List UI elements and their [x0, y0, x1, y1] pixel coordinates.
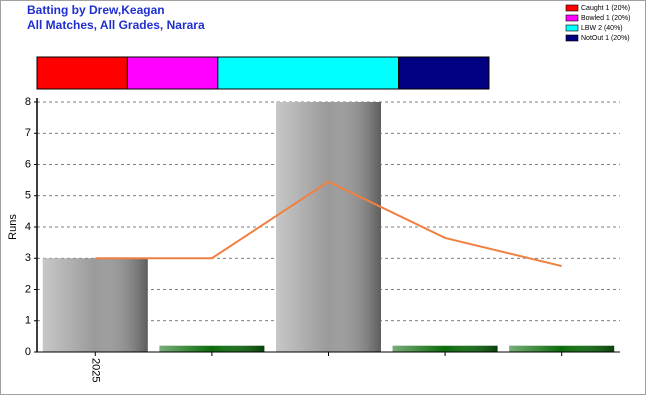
y-tick-label: 4	[25, 221, 31, 233]
legend-swatch	[565, 4, 579, 12]
x-tick-label: 2025	[89, 358, 101, 382]
dismissal-segment	[36, 56, 128, 90]
dismissal-segment	[398, 56, 490, 90]
chart-subtitle: All Matches, All Grades, Narara	[27, 18, 205, 32]
bar-shade	[276, 102, 381, 352]
y-tick-label: 1	[25, 315, 31, 327]
y-tick-label: 6	[25, 158, 31, 170]
legend-label: Bowled 1 (20%)	[581, 15, 630, 22]
legend-label: Caught 1 (20%)	[581, 5, 630, 12]
bar-shade	[42, 258, 148, 352]
y-tick-label: 3	[25, 252, 31, 264]
dismissal-segment	[126, 56, 219, 90]
legend-swatch	[565, 24, 579, 32]
line	[95, 180, 562, 268]
y-tick-label: 2	[25, 283, 31, 295]
dismissal-segment	[217, 56, 400, 90]
y-tick-label: 7	[25, 127, 31, 139]
bar-shade	[509, 345, 615, 352]
y-axis-label: Runs	[7, 214, 19, 240]
legend-label: LBW 2 (40%)	[581, 25, 623, 32]
y-tick-label: 8	[25, 96, 31, 108]
chart-title: Batting by Drew,Keagan	[27, 3, 165, 17]
bar-shade	[159, 345, 265, 352]
legend-swatch	[565, 14, 579, 22]
y-tick-label: 0	[25, 346, 31, 358]
bar-shade	[392, 345, 498, 352]
y-tick-label: 5	[25, 190, 31, 202]
legend-label: NotOut 1 (20%)	[581, 35, 630, 42]
legend-swatch	[565, 34, 579, 42]
